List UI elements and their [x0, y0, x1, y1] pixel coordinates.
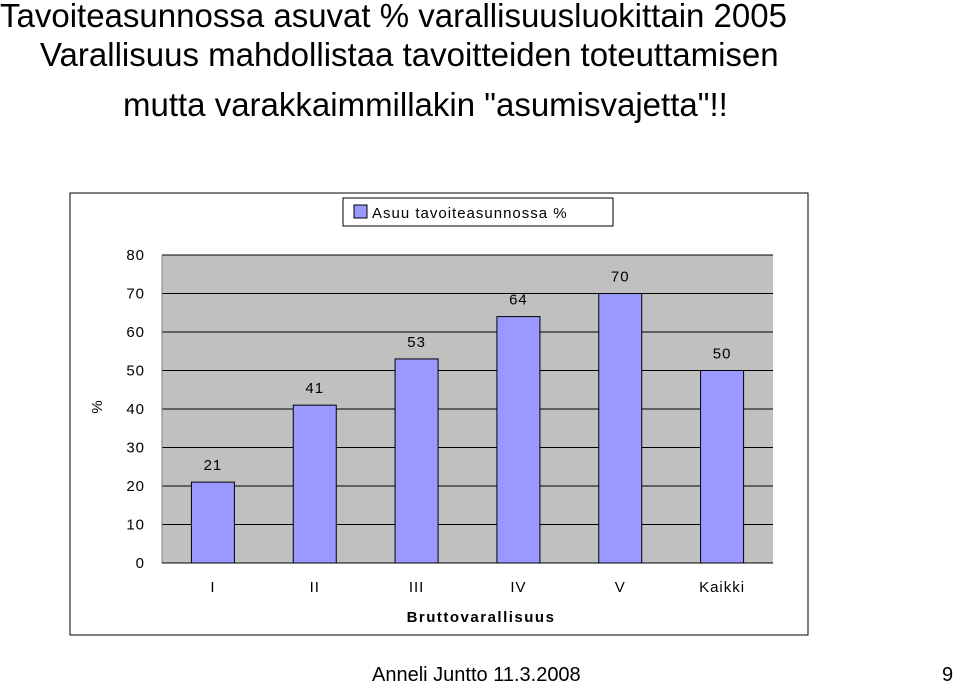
y-tick-label: 80 [126, 247, 145, 264]
legend: Asuu tavoiteasunnossa % [342, 197, 614, 227]
y-tick-label: 10 [126, 517, 145, 534]
x-tick-label: V [615, 579, 626, 596]
y-tick-label: 70 [126, 286, 145, 303]
y-tick-label: 30 [126, 440, 145, 457]
bar [190, 481, 235, 564]
page-number: 9 [942, 664, 954, 686]
x-tick-label: IV [510, 579, 526, 596]
x-tick-label: I [210, 579, 215, 596]
footer-author-date: Anneli Juntto 11.3.2008 [372, 664, 581, 686]
y-tick-label: 0 [136, 555, 145, 572]
bar [292, 404, 337, 564]
slide-title-line-2: Varallisuus mahdollistaa tavoitteiden to… [40, 36, 779, 73]
slide-title-line-3: mutta varakkaimmillakin "asumisvajetta"!… [123, 86, 728, 123]
legend-box [342, 197, 614, 227]
y-axis-ticks: 0 10 20 30 40 50 60 70 80 [126, 247, 145, 572]
bars [190, 293, 745, 564]
x-axis-ticks: I II III IV V Kaikki [210, 579, 745, 596]
gridlines [161, 254, 773, 564]
bar [598, 293, 643, 564]
x-tick-label: II [310, 579, 320, 596]
bar-data-labels: 21 41 53 64 70 50 [204, 269, 732, 475]
bar-value-label: 21 [204, 457, 223, 474]
bar-value-label: 64 [509, 292, 528, 309]
y-tick-label: 60 [126, 324, 145, 341]
legend-swatch [353, 204, 368, 219]
y-tick-label: 40 [126, 401, 145, 418]
bar-value-label: 70 [611, 269, 630, 286]
x-axis-label: Bruttovarallisuus [407, 609, 556, 626]
legend-label: Asuu tavoiteasunnossa % [372, 205, 568, 222]
y-tick-label: 20 [126, 478, 145, 495]
x-tick-label: III [409, 579, 425, 596]
bar-value-label: 41 [305, 380, 324, 397]
bar [394, 358, 439, 564]
slide-title-line-1: Tavoiteasunnossa asuvat % varallisuusluo… [0, 0, 787, 34]
x-tick-label: Kaikki [699, 579, 745, 596]
bar [700, 370, 745, 564]
bar [496, 316, 541, 564]
y-tick-label: 50 [126, 363, 145, 380]
bar-value-label: 53 [407, 334, 426, 351]
y-axis-label: % [89, 400, 106, 413]
bar-value-label: 50 [713, 346, 732, 363]
